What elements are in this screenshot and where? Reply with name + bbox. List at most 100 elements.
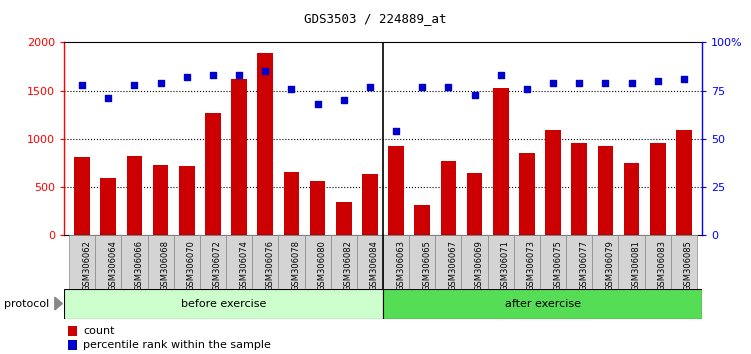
Point (76, 82, 88, 88)
Text: GSM306083: GSM306083 (658, 240, 667, 291)
Text: GSM306084: GSM306084 (370, 240, 379, 291)
Bar (623, 163, 639, 235)
Text: GSM306062: GSM306062 (82, 240, 91, 291)
Text: GSM306078: GSM306078 (291, 240, 300, 291)
Text: GSM306063: GSM306063 (396, 240, 405, 291)
Text: GSM306072: GSM306072 (213, 240, 222, 291)
Bar (173, 235, 200, 289)
Bar (74, 157, 90, 235)
Point (469, 92, 481, 97)
Text: GSM306081: GSM306081 (632, 240, 641, 291)
Bar (383, 289, 702, 319)
Bar (179, 166, 195, 235)
Bar (64, 289, 383, 319)
Text: GSM306077: GSM306077 (579, 240, 588, 291)
Point (599, 80, 611, 86)
Text: GSM306071: GSM306071 (501, 240, 510, 291)
Text: GSM306085: GSM306085 (684, 240, 693, 291)
Bar (572, 143, 587, 235)
Point (102, 96, 114, 101)
Point (652, 78, 664, 84)
Bar (487, 235, 514, 289)
Bar (493, 88, 508, 235)
Text: GSM306073: GSM306073 (527, 240, 536, 291)
Point (521, 86, 533, 92)
Bar (127, 156, 143, 235)
Polygon shape (55, 297, 62, 310)
Point (285, 86, 297, 92)
Text: GSM306070: GSM306070 (187, 240, 196, 291)
Bar (388, 146, 404, 235)
Text: GSM306069: GSM306069 (475, 240, 484, 291)
Bar (357, 235, 383, 289)
Text: GSM306065: GSM306065 (422, 240, 431, 291)
Bar (101, 177, 116, 235)
Bar (205, 113, 221, 235)
Bar (304, 235, 330, 289)
Point (442, 84, 454, 90)
Point (547, 80, 559, 86)
Text: after exercise: after exercise (505, 298, 581, 309)
Bar (540, 235, 566, 289)
Bar (676, 130, 692, 235)
Text: GSM306064: GSM306064 (108, 240, 117, 291)
Bar (671, 235, 697, 289)
Point (155, 80, 167, 86)
Bar (650, 143, 665, 235)
Text: GSM306080: GSM306080 (318, 240, 327, 291)
Bar (152, 165, 168, 235)
Bar (252, 235, 279, 289)
Text: GSM306076: GSM306076 (265, 240, 274, 291)
Bar (200, 235, 226, 289)
Point (233, 73, 245, 78)
Text: GSM306066: GSM306066 (134, 240, 143, 291)
Bar (566, 235, 593, 289)
Point (416, 84, 428, 90)
Bar (409, 235, 436, 289)
Point (626, 80, 638, 86)
Bar (415, 205, 430, 235)
Point (181, 74, 193, 80)
Text: GSM306067: GSM306067 (448, 240, 457, 291)
Text: GSM306082: GSM306082 (344, 240, 353, 291)
Bar (383, 235, 409, 289)
Bar (514, 235, 540, 289)
Bar (336, 202, 351, 235)
Bar (545, 130, 561, 235)
Bar (441, 161, 457, 235)
Bar (519, 153, 535, 235)
Bar (436, 235, 462, 289)
Point (678, 76, 690, 82)
Point (573, 80, 585, 86)
Text: GSM306079: GSM306079 (605, 240, 614, 291)
Text: count: count (83, 326, 115, 336)
Bar (69, 235, 95, 289)
Bar (466, 173, 482, 235)
Point (495, 73, 507, 78)
Bar (644, 235, 671, 289)
Point (128, 82, 140, 88)
Point (364, 84, 376, 90)
Point (207, 73, 219, 78)
Text: GSM306068: GSM306068 (161, 240, 170, 291)
Bar (231, 79, 247, 235)
Bar (279, 235, 304, 289)
Point (312, 101, 324, 107)
Bar (284, 172, 300, 235)
Point (259, 69, 271, 74)
Point (390, 129, 402, 134)
Bar (593, 235, 619, 289)
Point (338, 97, 350, 103)
Bar (598, 146, 614, 235)
Text: GDS3503 / 224889_at: GDS3503 / 224889_at (304, 12, 447, 25)
Bar (462, 235, 487, 289)
Text: GSM306075: GSM306075 (553, 240, 562, 291)
Text: before exercise: before exercise (181, 298, 266, 309)
Bar (258, 53, 273, 235)
Bar (147, 235, 173, 289)
Bar (619, 235, 644, 289)
Bar (122, 235, 147, 289)
Bar (362, 174, 378, 235)
Text: protocol: protocol (4, 298, 49, 309)
Text: percentile rank within the sample: percentile rank within the sample (83, 340, 271, 350)
